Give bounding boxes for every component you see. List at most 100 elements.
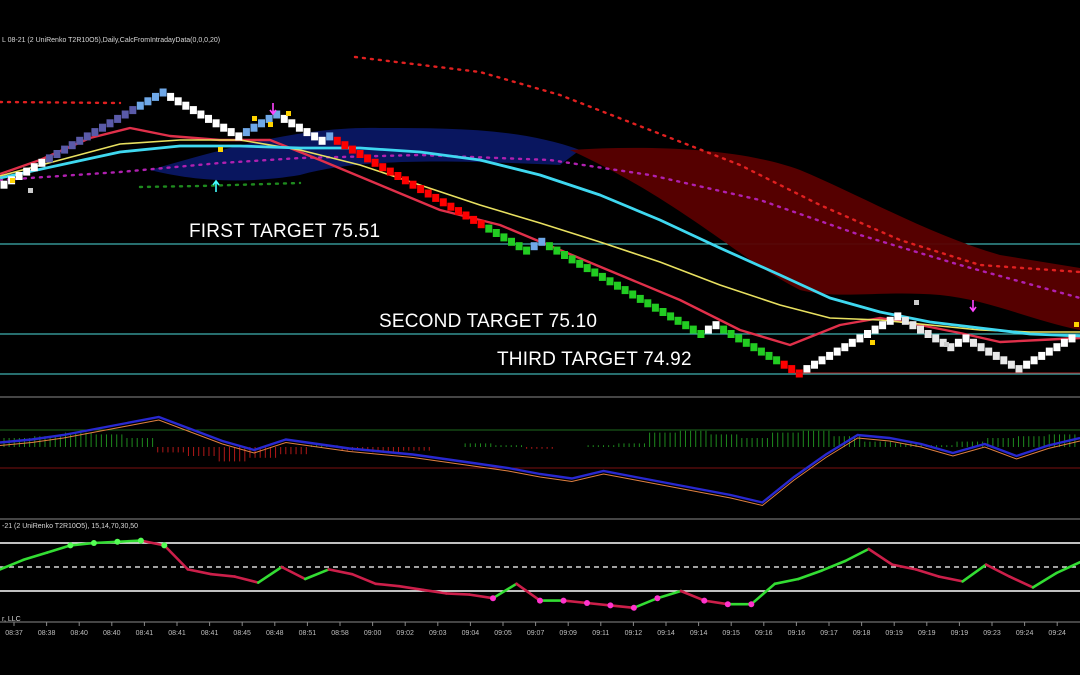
x-tick-label: 09:12 — [625, 630, 643, 637]
renko-brick — [765, 351, 773, 360]
x-tick-label: 09:15 — [722, 630, 740, 637]
renko-brick — [379, 163, 387, 172]
renko-brick — [15, 172, 23, 180]
renko-brick — [924, 330, 932, 338]
rsi-segment — [0, 558, 25, 571]
rsi-segment — [1031, 571, 1058, 589]
renko-brick — [742, 338, 750, 347]
renko-brick — [682, 321, 690, 330]
renko-brick — [1060, 338, 1068, 347]
renko-brick — [23, 167, 31, 176]
x-tick-label: 09:09 — [559, 630, 577, 637]
rsi-segment — [679, 589, 706, 602]
x-tick-label: 09:00 — [364, 630, 382, 637]
renko-brick — [841, 343, 849, 352]
renko-brick — [788, 365, 796, 374]
x-tick-label: 09:07 — [527, 630, 545, 637]
x-tick-label: 09:14 — [657, 630, 675, 637]
x-tick-label: 08:45 — [233, 630, 251, 637]
renko-brick — [826, 351, 834, 360]
renko-brick — [833, 347, 841, 356]
renko-brick — [757, 347, 765, 356]
rsi-segment — [163, 544, 190, 571]
renko-brick — [174, 97, 182, 106]
renko-brick — [242, 128, 250, 137]
renko-brick — [38, 158, 46, 167]
renko-brick — [636, 294, 644, 303]
x-tick-label: 09:19 — [918, 630, 936, 637]
rsi-oversold-marker — [584, 600, 590, 606]
rsi-overbought-marker — [137, 537, 144, 544]
renko-brick — [144, 97, 152, 106]
renko-brick — [182, 101, 190, 110]
renko-brick — [136, 101, 144, 110]
renko-brick — [348, 145, 356, 154]
renko-brick — [545, 242, 553, 251]
renko-brick — [591, 268, 599, 277]
renko-brick — [803, 365, 811, 374]
renko-brick — [1000, 356, 1008, 365]
x-tick-label: 09:24 — [1048, 630, 1066, 637]
rsi-segment — [961, 563, 988, 583]
dotted-line-green — [138, 181, 302, 189]
x-tick-label: 09:03 — [429, 630, 447, 637]
renko-brick — [333, 136, 341, 145]
renko-brick — [735, 334, 743, 343]
renko-brick — [394, 172, 402, 180]
rsi-segment — [820, 559, 847, 572]
renko-brick — [500, 233, 508, 242]
renko-brick — [212, 119, 220, 128]
x-tick-label: 09:04 — [462, 630, 480, 637]
signal-square — [944, 342, 949, 347]
rsi-overbought-marker — [67, 542, 74, 549]
renko-brick — [265, 114, 273, 123]
renko-brick — [568, 255, 576, 264]
renko-brick — [848, 338, 856, 347]
rsi-segment — [92, 540, 119, 545]
rsi-oversold-marker — [654, 595, 661, 602]
signal-square — [218, 147, 223, 152]
x-tick-label: 09:05 — [494, 630, 512, 637]
renko-brick — [462, 211, 470, 220]
renko-brick — [864, 330, 871, 338]
rsi-segment — [702, 599, 730, 606]
ma-cyan — [0, 144, 1080, 338]
renko-brick — [288, 119, 296, 128]
rsi-segment — [867, 547, 894, 566]
signal-square — [1074, 322, 1079, 327]
renko-brick — [811, 360, 818, 369]
renko-brick — [894, 312, 902, 321]
renko-brick — [614, 281, 621, 290]
renko-brick — [152, 92, 159, 101]
signal-square — [870, 340, 875, 345]
renko-brick — [129, 106, 137, 115]
x-tick-label: 08:58 — [331, 630, 349, 637]
rsi-oversold-marker — [607, 602, 614, 609]
renko-brick — [114, 114, 122, 123]
signal-square — [914, 300, 919, 305]
dotted-line-red-right — [353, 55, 1080, 274]
renko-brick — [583, 264, 591, 273]
renko-brick — [417, 185, 425, 194]
renko-brick — [1007, 360, 1015, 369]
renko-brick — [167, 92, 175, 101]
renko-brick — [280, 114, 288, 123]
rsi-segment — [374, 582, 401, 588]
renko-brick — [121, 110, 129, 119]
renko-brick — [159, 88, 167, 97]
x-tick-label: 09:18 — [853, 630, 871, 637]
x-tick-label: 08:37 — [5, 630, 23, 637]
renko-brick — [629, 290, 637, 299]
rsi-oversold-marker — [630, 604, 637, 611]
rsi-segment — [632, 596, 659, 610]
renko-brick — [674, 316, 682, 325]
x-tick-label: 08:40 — [70, 630, 88, 637]
rsi-segment — [585, 601, 612, 607]
renko-brick — [773, 356, 781, 365]
rsi-segment — [468, 593, 495, 600]
renko-brick — [985, 347, 993, 356]
renko-brick — [508, 237, 515, 246]
x-tick-label: 09:19 — [885, 630, 903, 637]
rsi-segment — [397, 584, 424, 592]
